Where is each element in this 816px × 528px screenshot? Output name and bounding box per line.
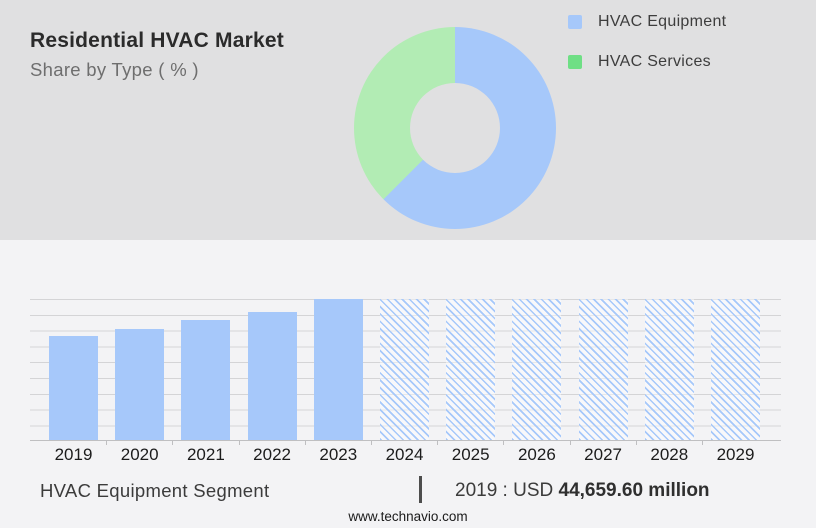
axis-tick [106, 441, 108, 445]
donut-chart [354, 27, 556, 229]
website-url: www.technavio.com [348, 509, 468, 524]
x-axis-label-2020: 2020 [120, 445, 159, 464]
legend-label: HVAC Equipment [598, 13, 727, 30]
bar-2025 [446, 299, 496, 440]
bar-chart-plot-area [30, 299, 781, 445]
x-axis-label-2019: 2019 [54, 445, 93, 464]
bar-2027 [578, 299, 628, 440]
axis-tick [437, 441, 439, 445]
segment-label: HVAC Equipment Segment [40, 480, 270, 501]
axis-tick [701, 441, 703, 445]
x-axis-label-2029: 2029 [716, 445, 755, 464]
axis-tick [172, 441, 174, 445]
legend-item-0: HVAC Equipment [568, 13, 727, 30]
donut-hole [410, 83, 500, 173]
axis-tick [238, 441, 240, 445]
x-axis-label-2022: 2022 [253, 445, 291, 464]
bar-2022 [247, 311, 297, 440]
x-axis-label-2027: 2027 [584, 445, 622, 464]
bar-2020 [115, 328, 165, 440]
x-axis-label-2028: 2028 [650, 445, 689, 464]
legend-label: HVAC Services [598, 53, 711, 70]
donut-legend: HVAC Equipment HVAC Services [568, 13, 727, 70]
known-value: 2019 : USD 44,659.60 million [455, 480, 710, 502]
footer-line: HVAC Equipment Segment 2019 : USD 44,659… [0, 476, 816, 508]
axis-tick [370, 441, 372, 445]
bar-2021 [181, 320, 231, 440]
x-axis-label-2024: 2024 [385, 445, 424, 464]
separator-bar [419, 476, 422, 503]
x-axis-label-2026: 2026 [517, 445, 556, 464]
page-title: Residential HVAC Market [30, 29, 284, 52]
x-axis-label-2023: 2023 [319, 445, 358, 464]
legend-swatch-icon [568, 55, 582, 69]
bar-2024 [380, 299, 429, 440]
x-axis-label-2025: 2025 [451, 445, 490, 464]
bar-2028 [644, 299, 694, 440]
axis-tick [635, 441, 637, 445]
value-bold: 44,659.60 million [558, 480, 710, 501]
bar-2029 [711, 299, 760, 440]
legend-item-1: HVAC Services [568, 53, 726, 70]
header-section: Residential HVAC Market Share by Type ( … [0, 0, 816, 240]
axis-tick [569, 441, 571, 445]
x-axis-label-2021: 2021 [186, 445, 225, 464]
x-axis-labels: 2019 2020 2021 2022 2023 2024 2025 2026 2027 2028… [30, 445, 781, 465]
bar-chart-section: 2019 2020 2021 2022 2023 2024 2025 2026 2027 2028… [0, 240, 816, 528]
bar-2026 [512, 299, 562, 440]
bar-2023 [313, 299, 363, 440]
page-subtitle: Share by Type ( % ) [30, 59, 199, 80]
bar-2019 [49, 335, 98, 440]
value-prefix: 2019 : USD [455, 480, 559, 501]
axis-tick [304, 441, 306, 445]
axis-tick [503, 441, 505, 445]
legend-swatch-icon [568, 15, 582, 29]
